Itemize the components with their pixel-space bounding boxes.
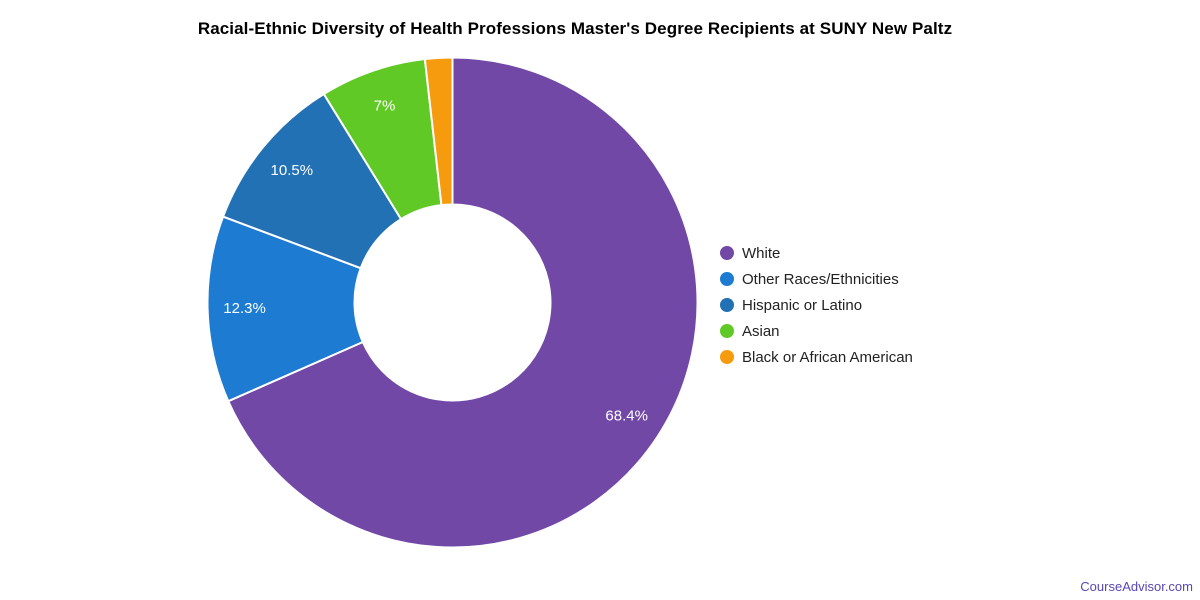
- pie-slice-other-races-ethnicities[interactable]: [206, 215, 364, 403]
- legend-item-hispanic-or-latino[interactable]: Hispanic or Latino: [720, 292, 913, 318]
- legend-dot-black-or-african-american: [720, 350, 734, 364]
- pie-slice-black-or-african-american[interactable]: [423, 56, 454, 207]
- chart-title: Racial-Ethnic Diversity of Health Profes…: [197, 19, 953, 38]
- legend-label-hispanic-or-latino: Hispanic or Latino: [742, 296, 863, 314]
- legend-dot-other-races-ethnicities: [720, 272, 734, 286]
- legend-label-black-or-african-american: Black or African American: [742, 348, 913, 366]
- legend-dot-white: [720, 246, 734, 260]
- courseadvisor-link[interactable]: CourseAdvisor.com: [1080, 579, 1193, 594]
- pie-slice-white[interactable]: [227, 56, 699, 549]
- slice-label-asian: 7%: [374, 97, 396, 114]
- legend-item-black-or-african-american[interactable]: Black or African American: [720, 344, 913, 370]
- legend-dot-hispanic-or-latino: [720, 298, 734, 312]
- legend-item-white[interactable]: White: [720, 240, 913, 266]
- legend-dot-asian: [720, 324, 734, 338]
- slice-label-white: 68.4%: [605, 408, 648, 425]
- legend-item-other-races-ethnicities[interactable]: Other Races/Ethnicities: [720, 266, 913, 292]
- pie-slice-hispanic-or-latino[interactable]: [222, 93, 403, 270]
- slice-label-other-races-ethnicities: 12.3%: [223, 300, 266, 317]
- legend: White Other Races/Ethnicities Hispanic o…: [720, 240, 913, 370]
- legend-label-other-races-ethnicities: Other Races/Ethnicities: [742, 270, 899, 288]
- slice-label-hispanic-or-latino: 10.5%: [271, 162, 314, 179]
- legend-label-asian: Asian: [742, 322, 780, 340]
- legend-label-white: White: [742, 244, 781, 262]
- legend-item-asian[interactable]: Asian: [720, 318, 913, 344]
